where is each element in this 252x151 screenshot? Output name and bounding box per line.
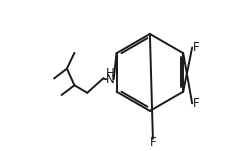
Text: F: F xyxy=(149,136,155,149)
Text: N: N xyxy=(105,73,114,86)
Text: H: H xyxy=(105,67,114,80)
Text: F: F xyxy=(193,41,199,54)
Text: F: F xyxy=(193,97,199,110)
